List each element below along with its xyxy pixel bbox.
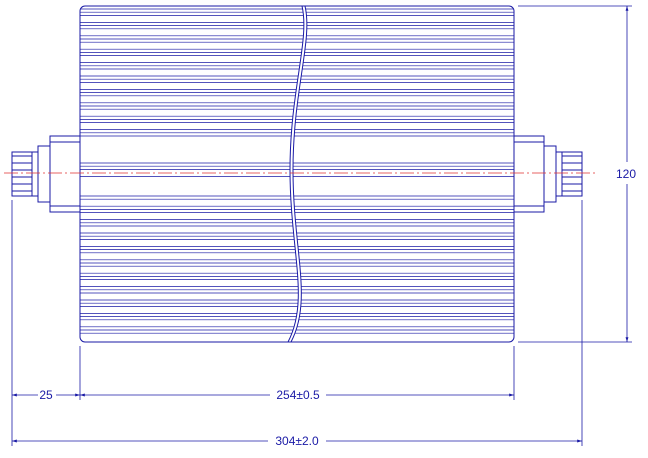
extension-lines <box>11 5 632 446</box>
left-connector <box>11 135 81 213</box>
dimension-height: 120 <box>616 6 636 342</box>
break-line <box>287 5 308 343</box>
dimension-label-304: 304±2.0 <box>275 434 319 448</box>
housing-body <box>79 5 515 343</box>
dimension-connector-length: 25 <box>12 388 80 402</box>
dimension-label-120: 120 <box>616 167 636 181</box>
dimension-label-254: 254±0.5 <box>276 388 320 402</box>
right-connector <box>513 135 583 213</box>
dimension-label-25: 25 <box>39 388 53 402</box>
dimension-overall-length: 304±2.0 <box>12 434 582 448</box>
dimension-body-length: 254±0.5 <box>80 388 514 402</box>
